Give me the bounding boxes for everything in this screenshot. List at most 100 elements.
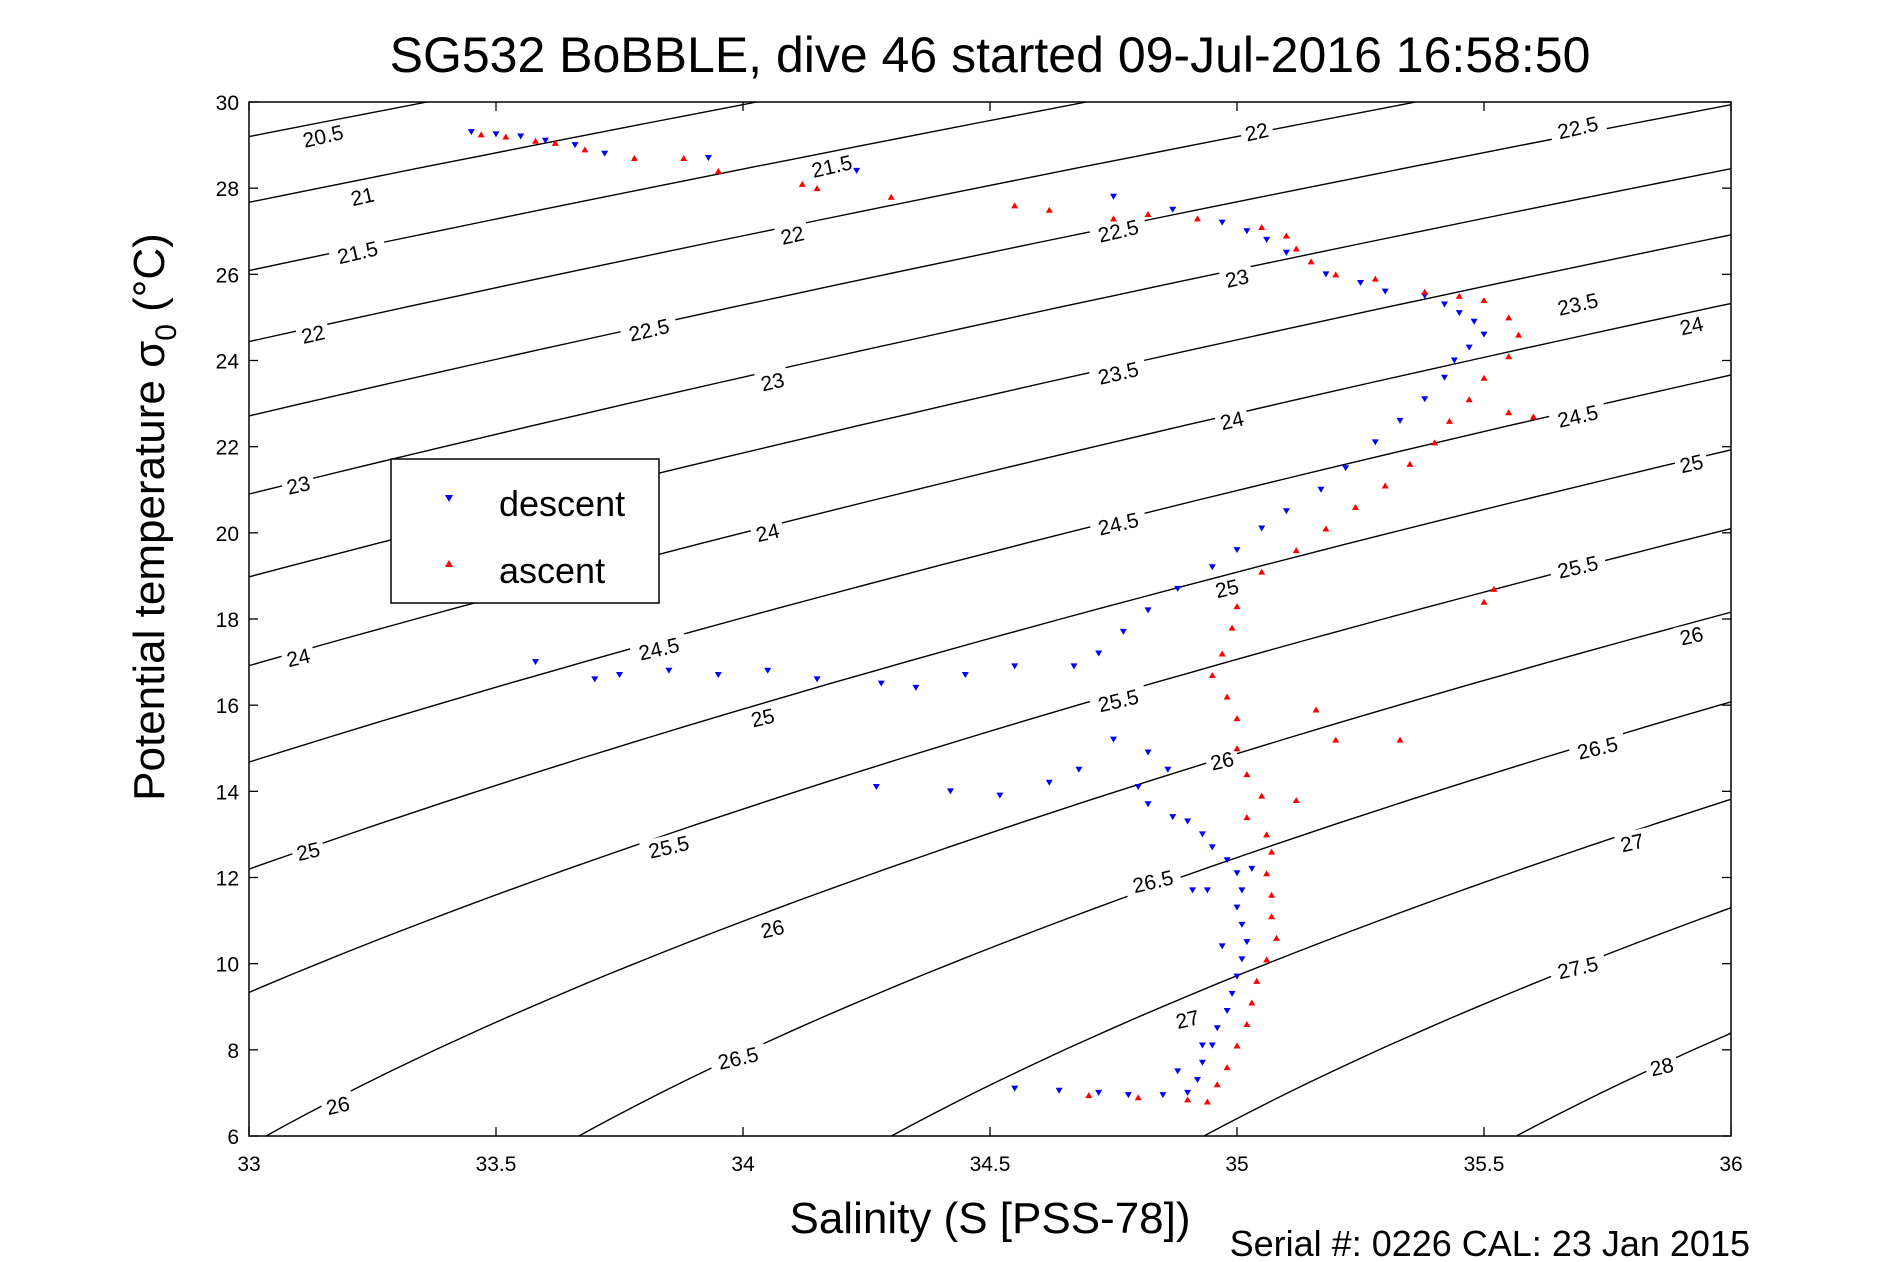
contour-label-bg	[1547, 286, 1608, 323]
contour-label-text: 26	[324, 1092, 352, 1120]
ascent-point	[1223, 1064, 1231, 1071]
contour-label-text: 25	[1213, 575, 1241, 603]
contour-label: 27.5	[1547, 950, 1608, 986]
contour-label-text: 23.5	[1556, 289, 1601, 321]
x-tick-label: 35.5	[1464, 1153, 1505, 1176]
descent-point	[1238, 956, 1246, 963]
ascent-point	[1282, 232, 1290, 239]
contour-label-bg	[1203, 745, 1241, 777]
descent-point	[541, 137, 549, 144]
y-axis-label-unit: (°C)	[125, 233, 174, 324]
ascent-point	[1273, 934, 1281, 941]
contour-label-bg	[1123, 863, 1183, 900]
ascent-point	[1228, 624, 1236, 631]
density-contour-labels: 20.5 21 21.5 22 23 24 25 26 21.5 22 22.5 23 24 24.5 25…	[280, 109, 1710, 1122]
legend-box	[390, 458, 660, 604]
contour-label: 24	[1213, 405, 1251, 437]
contour-label-text: 21	[349, 183, 377, 211]
contour-line-25	[249, 449, 1731, 870]
ascent-point	[1515, 331, 1523, 338]
descent-point	[492, 131, 500, 138]
contour-label: 21.5	[801, 148, 862, 185]
contour-label: 24	[1673, 310, 1710, 342]
descent-point	[1144, 801, 1152, 808]
x-tick-label: 34	[731, 1153, 755, 1176]
contour-label-bg	[1613, 827, 1651, 859]
legend-descent-label: descent	[499, 483, 625, 524]
contour-label-bg	[280, 470, 317, 501]
descent-point	[1184, 1089, 1192, 1096]
contour-label-text: 24	[1678, 313, 1706, 341]
ascent-point	[1480, 297, 1488, 304]
ascent-point	[680, 155, 688, 162]
descent-point	[1322, 271, 1330, 278]
serial-calibration-footer: Serial #: 0226 CAL: 23 Jan 2015	[1230, 1223, 1750, 1262]
contour-label-bg	[344, 181, 381, 213]
descent-point	[1110, 193, 1117, 200]
y-axis-label: Potential temperature σ0 (°C)	[125, 233, 183, 801]
contour-label: 22	[294, 319, 332, 350]
contour-label: 27	[1169, 1004, 1206, 1035]
contour-label-text: 22	[299, 321, 327, 349]
descent-point	[1213, 1025, 1221, 1032]
contour-label: 25	[744, 702, 782, 734]
ascent-point	[1258, 792, 1266, 799]
contour-label-text: 22	[1243, 119, 1271, 147]
descent-point	[1243, 939, 1251, 946]
contour-label-bg	[754, 913, 791, 945]
descent-point	[1223, 857, 1231, 864]
contour-label: 23	[1218, 263, 1256, 294]
ascent-point	[1490, 585, 1498, 592]
ascent-point	[1505, 409, 1513, 416]
contour-label: 26.5	[1123, 863, 1183, 900]
ascent-point	[1233, 745, 1241, 752]
contour-label: 26.5	[708, 1040, 769, 1077]
contour-label: 24	[280, 642, 317, 674]
descent-point	[1258, 525, 1266, 532]
ascent-point	[502, 133, 510, 140]
contour-label: 22.5	[1088, 213, 1149, 250]
ascent-point	[477, 131, 485, 138]
contour-label-text: 23	[285, 472, 313, 500]
contour-label-text: 24	[754, 519, 782, 547]
descent-point	[1282, 249, 1290, 256]
ascent-point	[1352, 503, 1360, 510]
contour-line-22-5	[249, 103, 1731, 417]
descent-point	[1169, 206, 1177, 213]
descent-point	[1381, 288, 1389, 295]
contour-label: 23	[754, 366, 791, 398]
ascent-point	[1371, 275, 1379, 282]
contour-label-text: 24	[285, 644, 313, 672]
ascent-point	[1263, 831, 1271, 838]
descent-point	[1421, 396, 1429, 403]
contour-label-text: 24.5	[1096, 509, 1141, 541]
ascent-point	[1505, 353, 1513, 360]
descent-point	[1169, 814, 1177, 821]
ascent-point	[1233, 715, 1241, 722]
contour-label-text: 25.5	[647, 832, 692, 864]
contour-label-bg	[1208, 573, 1246, 605]
y-tick-label: 20	[216, 523, 239, 546]
descent-point	[467, 129, 475, 136]
contour-label: 26	[1203, 745, 1241, 777]
ascent-point	[1243, 771, 1251, 778]
descent-point	[1198, 1059, 1206, 1066]
descent-point	[1198, 831, 1206, 838]
series-ascent	[477, 131, 1537, 1105]
ascent-point	[813, 185, 821, 192]
contour-label-text: 28	[1648, 1054, 1676, 1082]
descent-point	[877, 680, 885, 687]
ascent-point	[1233, 1042, 1241, 1049]
data-points	[467, 129, 1537, 1105]
descent-point	[517, 133, 525, 140]
plot-frame	[248, 101, 1732, 1137]
contour-label-text: 24	[1218, 407, 1246, 435]
contour-label-bg	[1673, 448, 1710, 480]
ascent-point	[1312, 706, 1320, 713]
descent-point	[853, 167, 861, 174]
y-tick-label: 14	[216, 781, 240, 804]
ascent-point	[1268, 848, 1276, 855]
descent-point	[912, 684, 920, 691]
ascent-point	[887, 193, 895, 200]
ascent-point	[1332, 271, 1340, 278]
